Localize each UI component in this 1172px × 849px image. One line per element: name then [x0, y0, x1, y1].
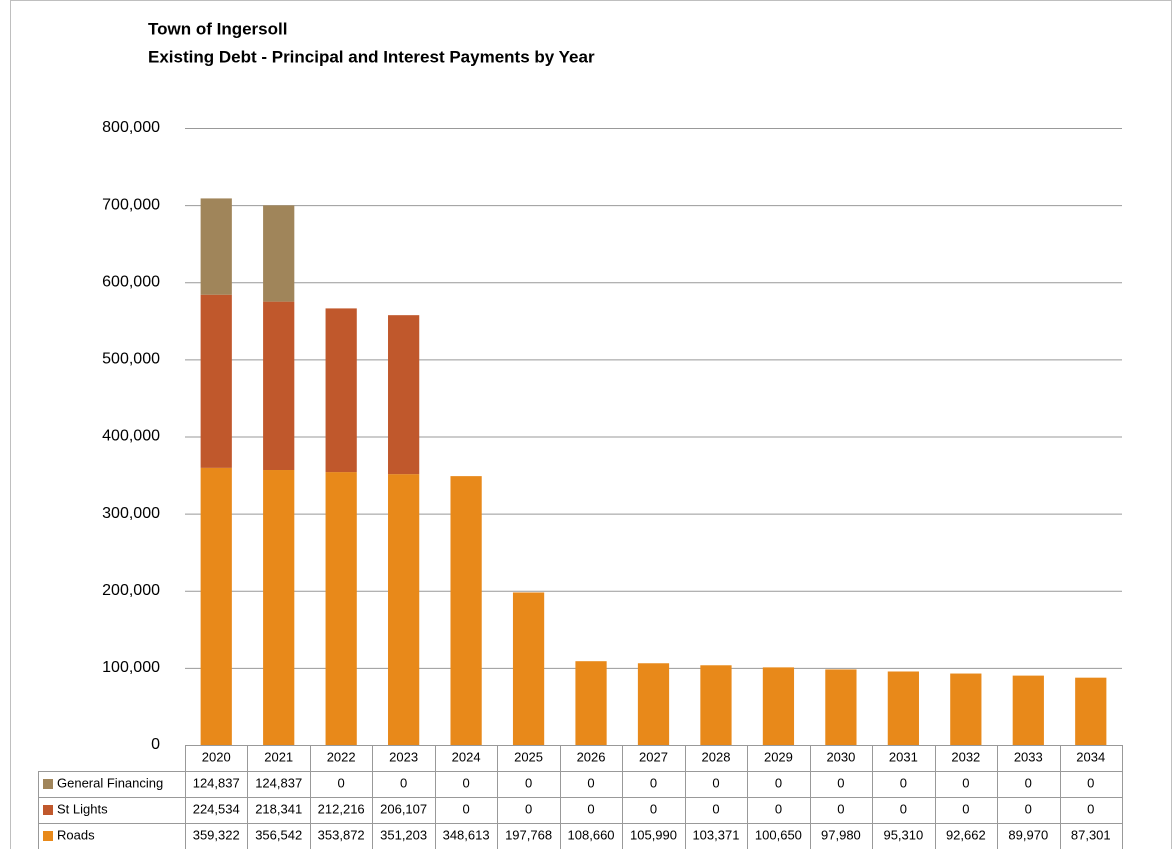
table-value: 212,216: [318, 801, 365, 816]
legend-label: General Financing: [57, 775, 163, 790]
x-tick-label: 2033: [1014, 749, 1043, 764]
table-value: 0: [462, 775, 469, 790]
table-value: 353,872: [318, 827, 365, 842]
x-tick-label: 2025: [514, 749, 543, 764]
table-value: 206,107: [380, 801, 427, 816]
table-value: 0: [775, 801, 782, 816]
x-tick-label: 2031: [889, 749, 918, 764]
table-value: 95,310: [883, 827, 923, 842]
table-value: 197,768: [505, 827, 552, 842]
bar-segment: [825, 669, 857, 745]
table-value: 124,837: [193, 775, 240, 790]
bar-segment: [637, 663, 670, 745]
bar-segment: [263, 205, 295, 302]
bar-segment: [950, 673, 982, 745]
table-value: 0: [1025, 775, 1032, 790]
table-value: 0: [837, 775, 844, 790]
table-value: 0: [587, 775, 594, 790]
y-tick-label: 500,000: [102, 351, 160, 368]
x-tick-label: 2032: [951, 749, 980, 764]
table-value: 103,371: [692, 827, 739, 842]
table-value: 87,301: [1071, 827, 1111, 842]
table-value: 0: [1087, 801, 1094, 816]
table-value: 89,970: [1008, 827, 1048, 842]
x-tick-label: 2022: [327, 749, 356, 764]
bar-segment: [1012, 675, 1044, 745]
table-value: 0: [525, 775, 532, 790]
table-value: 108,660: [568, 827, 615, 842]
table-value: 348,613: [443, 827, 490, 842]
table-value: 0: [400, 775, 407, 790]
y-tick-label: 0: [151, 736, 160, 753]
chart-subtitle: Existing Debt - Principal and Interest P…: [148, 47, 595, 66]
table-value: 0: [650, 801, 657, 816]
table-value: 105,990: [630, 827, 677, 842]
table-value: 0: [775, 775, 782, 790]
bar-segment: [762, 667, 795, 745]
legend-swatch: [43, 831, 53, 841]
table-value: 0: [1025, 801, 1032, 816]
table-value: 0: [712, 801, 719, 816]
x-tick-label: 2034: [1076, 749, 1105, 764]
bar-segment: [887, 671, 919, 745]
table-value: 0: [962, 775, 969, 790]
table-value: 356,542: [255, 827, 302, 842]
bar-segment: [388, 315, 420, 475]
bar-segment: [700, 665, 732, 745]
table-value: 359,322: [193, 827, 240, 842]
table-value: 0: [650, 775, 657, 790]
bar-segment: [200, 198, 232, 295]
bar-segment: [325, 308, 357, 473]
bar-segment: [263, 301, 295, 471]
y-tick-label: 600,000: [102, 273, 160, 290]
bar-segment: [388, 474, 420, 745]
x-tick-label: 2027: [639, 749, 668, 764]
table-value: 218,341: [255, 801, 302, 816]
x-tick-label: 2028: [702, 749, 731, 764]
table-value: 0: [962, 801, 969, 816]
y-tick-label: 200,000: [102, 582, 160, 599]
y-tick-label: 100,000: [102, 659, 160, 676]
legend-label: St Lights: [57, 801, 108, 816]
bar-segment: [200, 467, 232, 745]
table-value: 0: [837, 801, 844, 816]
y-tick-label: 300,000: [102, 505, 160, 522]
x-tick-label: 2029: [764, 749, 793, 764]
x-tick-label: 2024: [452, 749, 481, 764]
table-value: 0: [525, 801, 532, 816]
x-tick-label: 2026: [577, 749, 606, 764]
table-value: 0: [462, 801, 469, 816]
legend-label: Roads: [57, 827, 95, 842]
x-tick-label: 2030: [826, 749, 855, 764]
bar-segment: [200, 294, 232, 468]
table-value: 0: [712, 775, 719, 790]
table-value: 97,980: [821, 827, 861, 842]
x-tick-label: 2020: [202, 749, 231, 764]
bar-segment: [325, 472, 357, 745]
y-tick-label: 400,000: [102, 428, 160, 445]
table-value: 92,662: [946, 827, 986, 842]
table-value: 0: [900, 801, 907, 816]
x-tick-label: 2021: [264, 749, 293, 764]
table-value: 0: [900, 775, 907, 790]
bar-segment: [512, 592, 545, 745]
table-value: 224,534: [193, 801, 240, 816]
table-value: 0: [1087, 775, 1094, 790]
legend-swatch: [43, 779, 53, 789]
table-value: 124,837: [255, 775, 302, 790]
table-value: 0: [587, 801, 594, 816]
bar-segment: [1075, 677, 1107, 745]
table-value: 100,650: [755, 827, 802, 842]
bar-segment: [450, 476, 482, 745]
legend-swatch: [43, 805, 53, 815]
table-value: 351,203: [380, 827, 427, 842]
chart-title: Town of Ingersoll: [148, 19, 287, 38]
y-tick-label: 700,000: [102, 196, 160, 213]
bar-segment: [575, 661, 607, 745]
bar-segment: [263, 470, 295, 745]
table-value: 0: [338, 775, 345, 790]
x-tick-label: 2023: [389, 749, 418, 764]
y-tick-label: 800,000: [102, 119, 160, 136]
